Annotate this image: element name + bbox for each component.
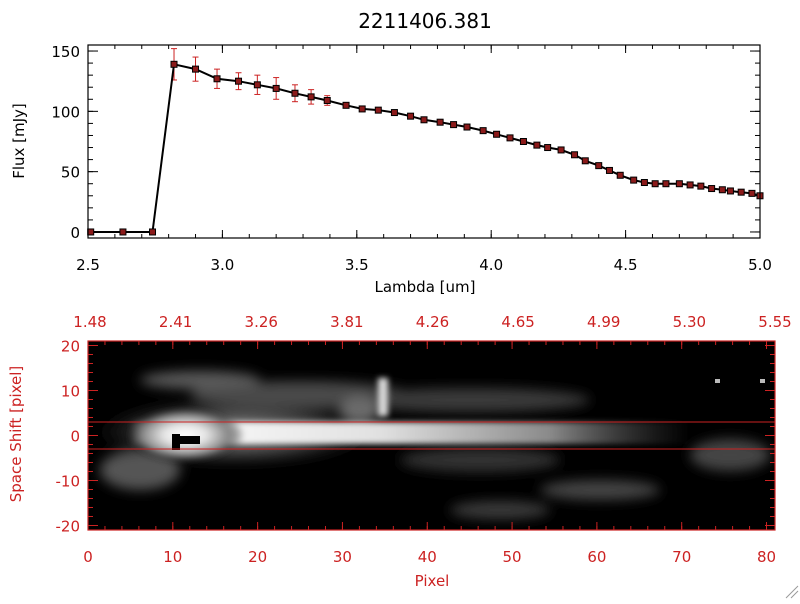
- spectrum-data-point-inner: [641, 180, 647, 186]
- image-x-tick-label: 40: [418, 548, 437, 566]
- image-x-tick-label: 30: [333, 548, 352, 566]
- image-y-tick-label: 0: [70, 428, 80, 446]
- spectrum-data-point-inner: [292, 90, 298, 96]
- spectrum-plot-frame: [87, 44, 761, 239]
- image-top-wavelength-label: 2.41: [159, 313, 192, 331]
- spectrum-data-point-inner: [171, 61, 177, 67]
- spectrum-data-point-inner: [464, 124, 470, 130]
- image-y-tick-labels: -20 -10 0 10 20: [56, 338, 81, 536]
- image-frame: [87, 340, 776, 531]
- spectrum-series-line: [90, 63, 761, 233]
- spectrum-x-tick-label: 5.0: [748, 256, 772, 274]
- spectrum-data-point-inner: [676, 181, 682, 187]
- spectrum-data-point-inner: [606, 167, 612, 173]
- spectrum-data-point-inner: [236, 78, 242, 84]
- spectrum-ticks: [87, 45, 761, 238]
- image-top-wavelength-label: 5.30: [673, 313, 706, 331]
- spectrum-data-point-inner: [343, 102, 349, 108]
- spectrum-data-point-inner: [709, 186, 715, 192]
- spectrum-data-point-inner: [558, 147, 564, 153]
- image-y-tick-label: 20: [61, 338, 80, 356]
- image-y-tick-label: 10: [61, 383, 80, 401]
- image-y-axis-label: Space Shift [pixel]: [7, 366, 25, 503]
- spectrum-data-points: [87, 60, 764, 236]
- image-y-tick-label: -20: [56, 518, 81, 536]
- spectrum-data-point-inner: [545, 145, 551, 151]
- image-top-wavelength-label: 4.99: [587, 313, 620, 331]
- resize-grip-icon[interactable]: [785, 585, 799, 599]
- image-y-tick-label: -10: [56, 473, 81, 491]
- image-x-axis-label: Pixel: [415, 572, 450, 590]
- spectrum-data-point-inner: [408, 113, 414, 119]
- image-x-tick-labels: 0 10 20 30 40 50 60 70 80: [83, 548, 776, 566]
- spectrum-data-point-inner: [324, 97, 330, 103]
- image-top-wavelength-label: 3.26: [245, 313, 278, 331]
- spectrum-data-point-inner: [193, 66, 199, 72]
- image-top-wavelength-label: 1.48: [73, 313, 106, 331]
- spectrum-data-point-inner: [507, 135, 513, 141]
- spectrum-x-tick-label: 4.0: [479, 256, 503, 274]
- spectrum-data-point-inner: [451, 122, 457, 128]
- spectrum-y-axis-label: Flux [mJy]: [10, 103, 28, 179]
- image-top-wavelength-label: 3.81: [330, 313, 363, 331]
- spectrum-data-point-inner: [480, 128, 486, 134]
- spectrum-data-point-inner: [391, 110, 397, 116]
- spectrum-data-point-inner: [572, 152, 578, 158]
- spectrum-y-tick-labels: 0 50 100 150: [51, 43, 80, 242]
- image-x-tick-label: 80: [757, 548, 776, 566]
- spectrum-x-tick-label: 4.5: [614, 256, 638, 274]
- image-top-wavelength-label: 5.55: [758, 313, 791, 331]
- spectrum-data-point-inner: [308, 94, 314, 100]
- spectrum-y-tick-label: 50: [61, 164, 80, 182]
- spectrum-x-axis-label: Lambda [um]: [375, 278, 476, 296]
- spectrum-data-point-inner: [359, 106, 365, 112]
- spectrum-data-point-inner: [421, 117, 427, 123]
- spectrum-data-point-inner: [437, 119, 443, 125]
- spectrum-data-point-inner: [494, 131, 500, 137]
- image-x-tick-label: 20: [248, 548, 267, 566]
- extraction-window: [88, 421, 775, 450]
- spectrum-data-point-inner: [88, 229, 94, 235]
- spectrum-data-point-inner: [582, 158, 588, 164]
- spectrum-y-tick-label: 0: [70, 224, 80, 242]
- image-top-wavelength-label: 4.65: [501, 313, 534, 331]
- spectrum-data-point-inner: [738, 189, 744, 195]
- spectrum-data-point-inner: [663, 181, 669, 187]
- image-x-tick-label: 50: [503, 548, 522, 566]
- image-x-tick-label: 70: [672, 548, 691, 566]
- spectrum-data-point-inner: [687, 182, 693, 188]
- spectrum-x-tick-label: 3.5: [345, 256, 369, 274]
- spectrum-data-point-inner: [652, 181, 658, 187]
- spectrum-data-point-inner: [631, 177, 637, 183]
- spectrum-x-tick-label: 2.5: [76, 256, 100, 274]
- chart-title: 2211406.381: [358, 9, 492, 33]
- spectrum-data-point-inner: [698, 183, 704, 189]
- spectrum-data-point-inner: [120, 229, 126, 235]
- image-x-tick-label: 0: [83, 548, 93, 566]
- spectrum-error-bars: [171, 48, 763, 198]
- spectrum-data-point-inner: [273, 85, 279, 91]
- image-x-tick-label: 10: [163, 548, 182, 566]
- spectrum-data-point-inner: [727, 188, 733, 194]
- image-top-wavelength-label: 4.26: [416, 313, 449, 331]
- spectral-image: [88, 341, 775, 530]
- spectrum-data-point-inner: [534, 142, 540, 148]
- spectrum-y-tick-label: 100: [51, 103, 80, 121]
- spectrum-data-point-inner: [617, 172, 623, 178]
- spectrum-data-point-inner: [214, 76, 220, 82]
- spectrum-x-tick-labels: 2.5 3.0 3.5 4.0 4.5 5.0: [76, 256, 772, 274]
- spectrum-data-point-inner: [520, 139, 526, 144]
- spectrum-data-point-inner: [749, 190, 755, 196]
- spectrum-data-point-inner: [254, 82, 260, 88]
- spectrum-data-point-inner: [719, 187, 725, 193]
- spectrum-y-tick-label: 150: [51, 43, 80, 61]
- image-x-tick-label: 60: [587, 548, 606, 566]
- spectrum-x-tick-label: 3.0: [210, 256, 234, 274]
- spectrum-data-point-inner: [375, 107, 381, 113]
- spectrum-data-point-inner: [596, 163, 602, 169]
- spectrum-data-point-inner: [150, 229, 156, 235]
- image-top-wavelength-labels: 1.48 2.41 3.26 3.81 4.26 4.65 4.99 5.30 5.55: [73, 313, 791, 331]
